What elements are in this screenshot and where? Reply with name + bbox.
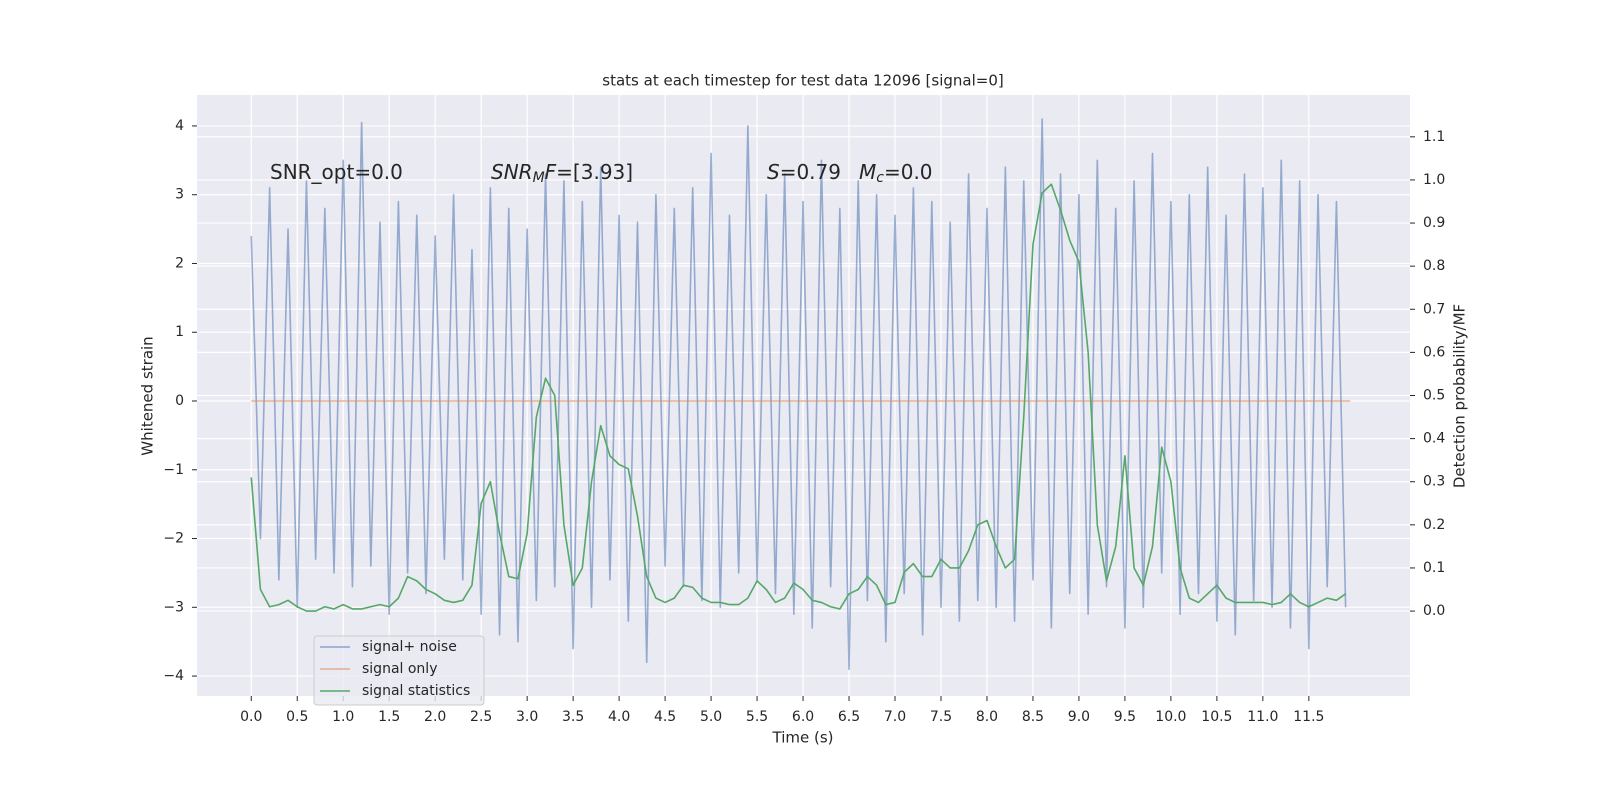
annotation-part: SNR_opt=0.0 (270, 160, 403, 184)
legend-box (313, 635, 485, 706)
x-tick-label: 10.0 (1155, 709, 1186, 725)
x-tick-label: 11.0 (1247, 709, 1278, 725)
annotation-part: M (533, 170, 545, 186)
y-tick-label: −2 (163, 531, 184, 547)
y2-tick-label: 0.7 (1423, 301, 1445, 317)
legend-label: signal+ noise (362, 639, 457, 655)
x-tick-label: 2.5 (470, 709, 492, 725)
y-tick-label: 4 (175, 118, 184, 134)
x-tick-label: 4.0 (608, 709, 630, 725)
x-tick-label: 5.0 (700, 709, 722, 725)
y2-tick-label: 0.3 (1423, 474, 1445, 490)
x-tick-label: 6.0 (792, 709, 814, 725)
y2-tick-label: 0.5 (1423, 388, 1445, 404)
x-tick-label: 2.0 (424, 709, 446, 725)
x-tick-label: 10.5 (1201, 709, 1232, 725)
chart-title: stats at each timestep for test data 120… (602, 72, 1003, 90)
y2-tick-label: 1.1 (1423, 129, 1445, 145)
y2-tick-label: 0.9 (1423, 215, 1445, 231)
x-tick-label: 11.5 (1293, 709, 1324, 725)
annotation-part: c (876, 170, 884, 186)
x-tick-label: 9.0 (1068, 709, 1090, 725)
x-tick-label: 6.5 (838, 709, 860, 725)
annotation-part: =0.79 (780, 160, 841, 184)
y-tick-label: −4 (163, 668, 184, 684)
legend-label: signal statistics (362, 683, 470, 699)
annotation: SNR_opt=0.0 (270, 160, 403, 184)
x-tick-label: 5.5 (746, 709, 768, 725)
x-tick-label: 3.0 (516, 709, 538, 725)
x-tick-label: 0.5 (286, 709, 308, 725)
y2-tick-label: 0.6 (1423, 344, 1445, 360)
y2-tick-label: 0.1 (1423, 560, 1445, 576)
x-tick-label: 4.5 (654, 709, 676, 725)
y-axis-label: Whitened strain (139, 336, 157, 455)
x-tick-label: 9.5 (1114, 709, 1136, 725)
y-tick-label: 2 (175, 255, 184, 271)
series-line (250, 183, 1347, 612)
y2-axis-label: Detection probability/MF (1451, 304, 1469, 488)
x-tick-label: 0.0 (240, 709, 262, 725)
annotation-part: M (859, 160, 876, 184)
y-tick-label: 3 (175, 187, 184, 203)
y2-tick-label: 0.8 (1423, 258, 1445, 274)
annotation-part: SNR (491, 160, 533, 184)
y2-tick-label: 0.4 (1423, 431, 1445, 447)
annotation-part: F (545, 160, 557, 184)
y-tick-label: 1 (175, 324, 184, 340)
y-tick-label: 0 (175, 393, 184, 409)
x-tick-label: 8.0 (976, 709, 998, 725)
annotation: S=0.79 (767, 160, 841, 184)
x-tick-label: 7.0 (884, 709, 906, 725)
x-tick-label: 1.0 (332, 709, 354, 725)
legend: signal+ noise signal only signal statistic… (313, 635, 485, 706)
y-tick-label: −1 (163, 462, 184, 478)
annotation-part: S (767, 160, 780, 184)
y-tick-label: −3 (163, 599, 184, 615)
x-tick-label: 8.5 (1022, 709, 1044, 725)
series-line (250, 118, 1347, 670)
annotation-part: =[3.93] (556, 160, 633, 184)
marks (250, 118, 1351, 670)
y2-tick-label: 1.0 (1423, 172, 1445, 188)
x-tick-label: 3.5 (562, 709, 584, 725)
annotation: Mc=0.0 (859, 160, 933, 187)
x-tick-label: 1.5 (378, 709, 400, 725)
x-axis-label: Time (s) (772, 729, 834, 747)
legend-label: signal only (362, 661, 437, 677)
y2-tick-label: 0.2 (1423, 517, 1445, 533)
x-tick-label: 7.5 (930, 709, 952, 725)
y2-tick-label: 0.0 (1423, 603, 1445, 619)
annotation: SNRMF=[3.93] (491, 160, 633, 187)
annotation-part: =0.0 (884, 160, 933, 184)
